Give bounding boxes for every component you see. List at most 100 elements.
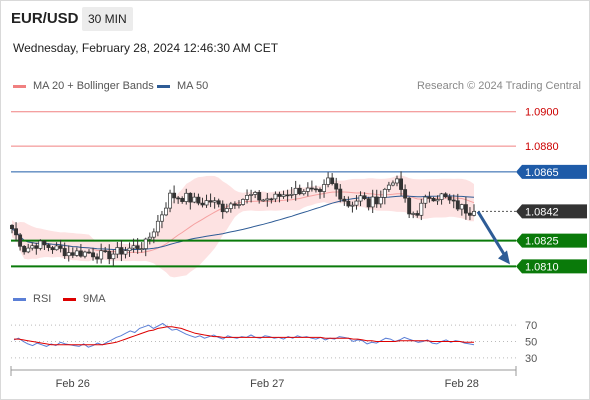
candle-body — [155, 220, 160, 233]
candle-body — [399, 178, 404, 190]
candle-body — [192, 196, 197, 203]
legend-label: MA 20 + Bollinger Bands — [33, 80, 154, 92]
candle-body — [269, 198, 274, 201]
candle-body — [62, 248, 67, 257]
candle-body — [54, 245, 59, 251]
candle-body — [293, 187, 298, 195]
candle-body — [30, 245, 35, 249]
rsi-ma-line — [14, 326, 474, 346]
candle-body — [66, 252, 71, 257]
candle-body — [249, 194, 254, 196]
candle-body — [463, 204, 468, 214]
candle-body — [74, 250, 79, 256]
candle-body — [22, 245, 27, 253]
candle-body — [443, 193, 448, 198]
candle-body — [208, 200, 213, 203]
resistance-label: 1.0900 — [525, 107, 559, 119]
ma50-line — [11, 195, 475, 251]
candle-body — [95, 256, 100, 260]
candle-body — [224, 208, 229, 213]
candle-body — [378, 197, 383, 205]
candle-body — [107, 250, 112, 260]
candle-body — [103, 250, 108, 253]
legend-label: RSI — [33, 293, 52, 305]
candle-body — [87, 251, 91, 254]
candle-body — [261, 199, 266, 202]
candle-body — [236, 204, 241, 206]
candle-body — [366, 198, 371, 208]
datetime-label: Wednesday, February 28, 2024 12:46:30 AM… — [13, 41, 279, 55]
candle-body — [184, 192, 189, 202]
candle-body — [204, 200, 209, 206]
candle-body — [313, 188, 318, 191]
candle-body — [159, 214, 164, 222]
candle-body — [115, 247, 120, 255]
candle-body — [403, 189, 408, 199]
candle-body — [200, 202, 205, 206]
candle-body — [176, 197, 181, 200]
candle-body — [447, 196, 452, 201]
candle-body — [390, 182, 395, 186]
x-tick-label: Feb 26 — [56, 378, 90, 390]
candle-body — [241, 199, 245, 205]
candle-body — [423, 196, 428, 204]
forecast-arrow — [476, 210, 508, 259]
legend-item-9ma: 9MA — [63, 293, 106, 305]
candle-body — [123, 250, 128, 255]
legend-item-ma50: MA 50 — [157, 80, 208, 92]
candle-body — [91, 252, 96, 258]
rsi-tick-label: 70 — [525, 320, 537, 332]
legend-swatch — [157, 84, 170, 88]
candle-body — [164, 207, 168, 216]
candle-body — [289, 194, 294, 196]
candle-body — [301, 191, 306, 195]
x-tick-label: Feb 27 — [250, 378, 284, 390]
candle-body — [386, 184, 391, 190]
timeframe-button[interactable]: 30 MIN — [82, 7, 133, 31]
support-label: 1.0810 — [525, 261, 559, 273]
candle-body — [326, 177, 331, 185]
candle-body — [253, 192, 258, 195]
candle-body — [358, 195, 363, 202]
legend-item-rsi: RSI — [13, 293, 51, 305]
candle-body — [82, 251, 87, 257]
candle-body — [427, 196, 432, 199]
candle-body — [472, 211, 476, 216]
candle-body — [147, 236, 152, 240]
candle-body — [455, 200, 460, 210]
candle-body — [374, 196, 379, 205]
forecast-arrow-head — [498, 250, 510, 265]
candle-body — [277, 193, 282, 197]
candle-body — [342, 198, 347, 202]
last-price-tag — [516, 204, 587, 219]
candle-body — [350, 204, 355, 207]
candle-body — [245, 195, 250, 200]
candle-body — [99, 250, 104, 260]
candle-body — [151, 231, 156, 238]
candle-body — [330, 177, 335, 184]
candle-body — [10, 224, 14, 230]
candle-body — [212, 200, 217, 203]
rsi-tick-label: 50 — [525, 337, 537, 349]
candle-body — [281, 194, 286, 197]
support-tag — [516, 233, 587, 248]
candle-body — [273, 193, 278, 200]
candle-body — [172, 192, 177, 199]
candle-body — [382, 188, 387, 198]
support-label: 1.0825 — [525, 236, 559, 248]
candle-body — [370, 196, 375, 208]
candle-body — [346, 200, 351, 207]
rsi-tick-label: 30 — [525, 353, 537, 365]
candle-body — [42, 240, 47, 246]
candle-body — [14, 228, 19, 236]
legend-label: MA 50 — [177, 80, 209, 92]
candle-body — [297, 187, 302, 195]
bollinger-band — [12, 175, 474, 278]
candle-body — [127, 247, 132, 251]
candle-body — [435, 199, 440, 202]
candle-body — [415, 213, 420, 216]
candle-body — [309, 187, 314, 190]
candle-body — [58, 245, 63, 249]
candle-body — [70, 252, 75, 256]
